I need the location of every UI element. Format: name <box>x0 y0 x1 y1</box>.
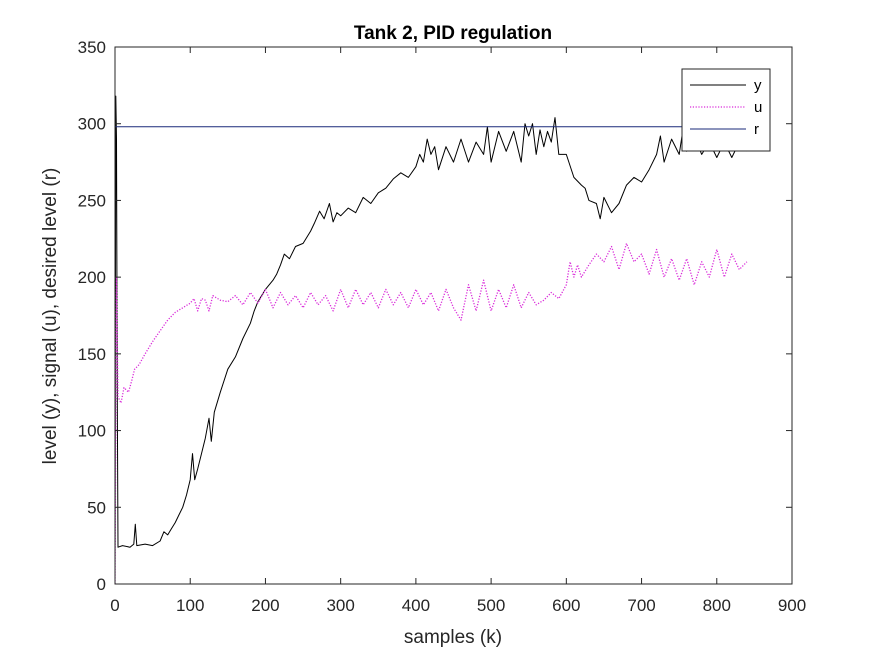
x-tick-label: 100 <box>176 596 204 615</box>
y-tick-label: 250 <box>78 191 106 210</box>
legend-label-r: r <box>754 121 759 138</box>
series-line-y <box>115 95 748 584</box>
y-tick-label: 300 <box>78 115 106 134</box>
y-axis-label: level (y), signal (u), desired level (r) <box>40 168 61 465</box>
legend: yur <box>681 68 771 152</box>
x-tick-label: 600 <box>552 596 580 615</box>
x-tick-label: 200 <box>251 596 279 615</box>
legend-label-y: y <box>754 77 762 94</box>
y-tick-label: 200 <box>78 268 106 287</box>
legend-box <box>681 68 771 152</box>
x-tick-label: 400 <box>402 596 430 615</box>
y-tick-label: 350 <box>78 38 106 57</box>
x-tick-label: 300 <box>326 596 354 615</box>
axes-box <box>114 46 793 585</box>
x-tick-label: 800 <box>703 596 731 615</box>
x-tick-label: 900 <box>778 596 806 615</box>
x-tick-label: 500 <box>477 596 505 615</box>
x-axis-label: samples (k) <box>404 627 502 648</box>
y-tick-label: 150 <box>78 345 106 364</box>
plot-area: 0 100 200 300 400 500 600 700 800 900 0 50 100 150 200… <box>78 38 807 615</box>
chart-title: Tank 2, PID regulation <box>354 23 552 44</box>
y-tick-label: 0 <box>97 575 106 594</box>
y-tick-label: 50 <box>87 498 106 517</box>
y-tick-label: 100 <box>78 422 106 441</box>
legend-label-u: u <box>754 99 762 116</box>
x-tick-label: 0 <box>110 596 119 615</box>
x-tick-label: 700 <box>627 596 655 615</box>
